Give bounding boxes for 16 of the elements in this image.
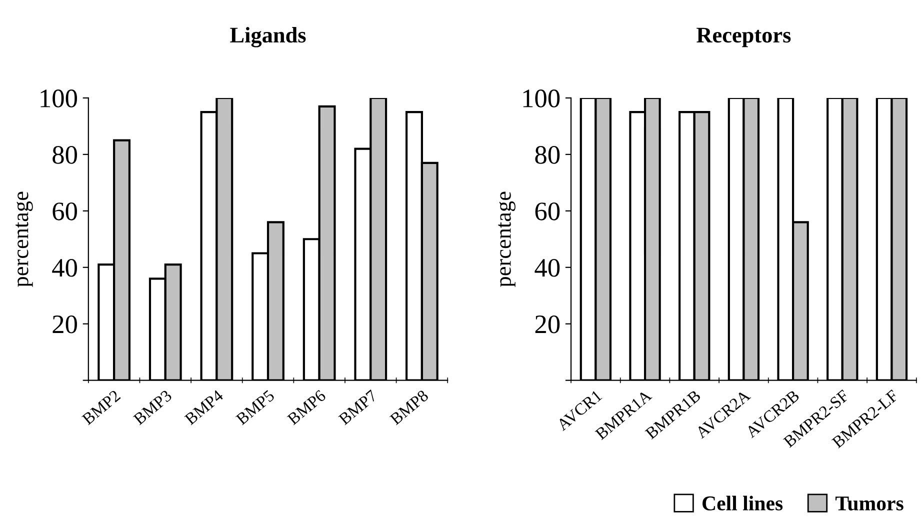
- y-axis-title: percentage: [498, 192, 516, 287]
- y-tick-label: 60: [535, 202, 560, 220]
- chart-title: Ligands: [230, 26, 306, 48]
- y-tick-label: 40: [534, 258, 560, 277]
- y-tick-label: 20: [52, 315, 77, 334]
- y-tick-label: 100: [523, 90, 560, 108]
- y-tick-label: 80: [535, 146, 560, 164]
- y-tick-label: 80: [52, 146, 77, 164]
- legend-label: Cell lines: [702, 496, 783, 510]
- y-axis-title: percentage: [16, 192, 33, 287]
- y-tick-label: 20: [535, 315, 560, 334]
- y-tick-label: 60: [52, 202, 77, 220]
- y-tick-label: 40: [52, 258, 77, 277]
- legend-label: Tumors: [836, 496, 904, 510]
- chart-title: Receptors: [696, 28, 791, 48]
- y-tick-label: 100: [40, 90, 77, 108]
